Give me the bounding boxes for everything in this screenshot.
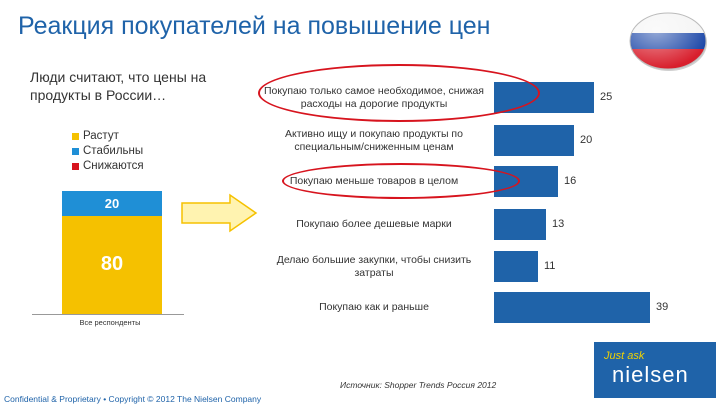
legend-label: Снижаются: [83, 160, 144, 172]
stacked-bar: 80 20: [62, 191, 162, 314]
legend-swatch: [72, 133, 79, 140]
source-note: Источник: Shopper Trends Россия 2012: [340, 380, 497, 390]
bar-category-label: Делаю большие закупки, чтобы снизить зат…: [276, 253, 472, 279]
bar-value-label: 39: [656, 300, 669, 313]
highlight-ellipse: [282, 163, 520, 199]
bar-value-label: 13: [552, 217, 565, 230]
legend: Растут Стабильны Снижаются: [72, 129, 144, 174]
legend-label: Растут: [83, 130, 119, 142]
nielsen-logo: Just ask nielsen: [594, 342, 716, 398]
bar-value-label: 16: [564, 174, 577, 187]
logo-brand: nielsen: [612, 362, 689, 387]
bar-value-label: 20: [580, 133, 593, 146]
bar-category-label: Покупаю более дешевые марки: [296, 218, 452, 230]
slide-title: Реакция покупателей на повышение цен: [18, 12, 491, 40]
bar: [494, 251, 538, 282]
legend-item: Растут: [72, 129, 144, 144]
left-chart-question: Люди считают, что цены на продукты в Рос…: [30, 69, 207, 103]
bar-category-label: Покупаю как и раньше: [319, 301, 429, 313]
legend-item: Стабильны: [72, 144, 144, 159]
legend-item: Снижаются: [72, 159, 144, 174]
legend-label: Стабильны: [83, 145, 144, 157]
legend-swatch: [72, 163, 79, 170]
bar: [494, 125, 574, 156]
bar: [494, 292, 650, 323]
stacked-category-label: Все респонденты: [79, 318, 141, 327]
legend-swatch: [72, 148, 79, 155]
stacked-baseline: [32, 314, 184, 315]
logo-tagline: Just ask: [604, 350, 645, 362]
bar: [494, 209, 546, 240]
right-arrow-icon: [181, 193, 258, 233]
bar-value-label: 25: [600, 90, 613, 103]
russia-flag-icon: [629, 12, 707, 71]
bar-value-label: 11: [544, 259, 556, 272]
stacked-segment: 80: [62, 215, 162, 314]
stacked-segment: 20: [62, 191, 162, 216]
copyright-footer: Confidential & Proprietary • Copyright ©…: [4, 394, 262, 404]
bar-category-label: Активно ищу и покупаю продукты по специа…: [285, 127, 463, 153]
highlight-ellipse: [258, 64, 540, 122]
